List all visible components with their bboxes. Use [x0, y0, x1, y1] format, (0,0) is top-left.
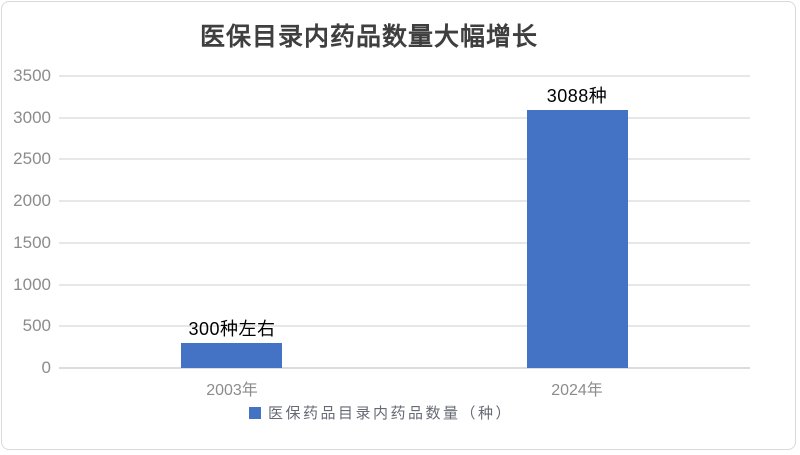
legend: 医保药品目录内药品数量（种） — [248, 402, 514, 423]
gridline-1500 — [59, 242, 750, 244]
y-axis-tick-label-3500: 3500 — [13, 66, 51, 85]
gridline-500 — [59, 325, 750, 327]
y-axis-tick-label-1000: 1000 — [13, 275, 51, 294]
bar-2003年 — [181, 343, 282, 368]
legend-label: 医保药品目录内药品数量（种） — [267, 404, 514, 422]
gridline-0 — [59, 367, 750, 369]
x-axis-tick-label-2003年: 2003年 — [206, 382, 258, 399]
y-axis-tick-label-1500: 1500 — [13, 233, 51, 252]
y-axis-tick-label-2500: 2500 — [13, 149, 51, 168]
gridline-3500 — [59, 75, 750, 77]
chart-title: 医保目录内药品数量大幅增长 — [199, 23, 539, 51]
gridline-2000 — [59, 200, 750, 202]
data-label-2003年: 300种左右 — [188, 319, 276, 339]
legend-swatch-icon — [248, 406, 261, 419]
data-label-2024年: 3088种 — [546, 86, 608, 106]
bar-2024年 — [527, 110, 628, 368]
gridline-1000 — [59, 284, 750, 286]
y-axis-tick-label-0: 0 — [41, 358, 51, 377]
gridline-2500 — [59, 158, 750, 160]
gridline-3000 — [59, 117, 750, 119]
x-axis-tick-label-2024年: 2024年 — [551, 382, 603, 399]
y-axis-tick-label-500: 500 — [22, 316, 51, 335]
y-axis-tick-label-2000: 2000 — [13, 191, 51, 210]
y-axis-tick-label-3000: 3000 — [13, 108, 51, 127]
